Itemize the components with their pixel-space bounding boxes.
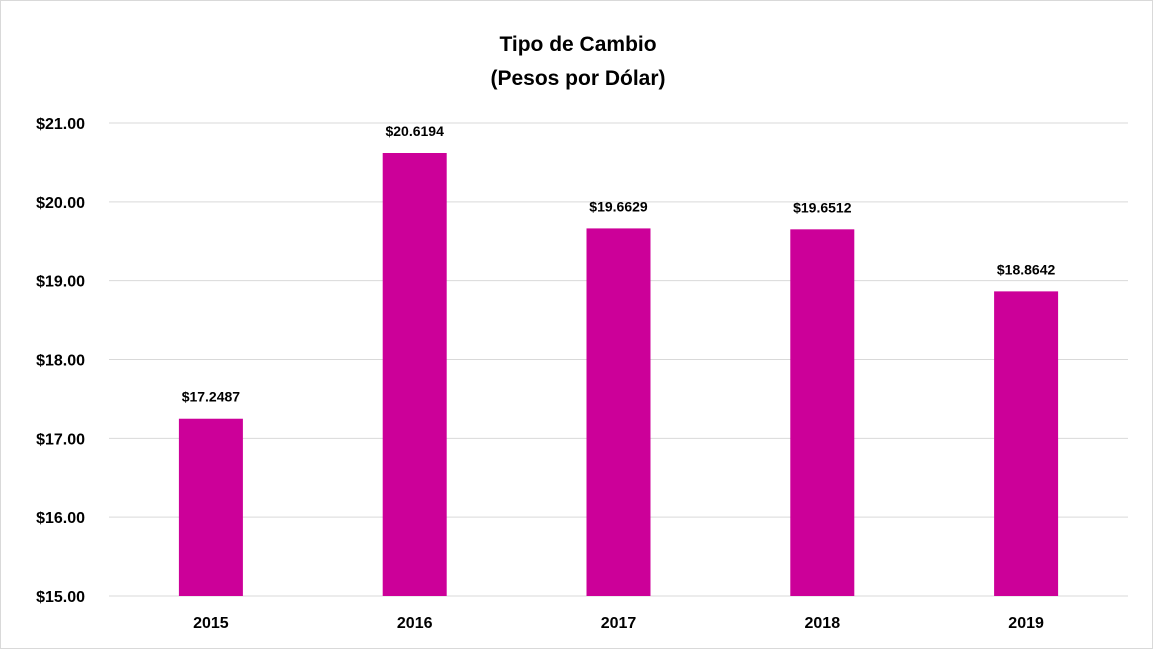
data-label: $19.6512 <box>793 199 852 215</box>
bars <box>178 153 1059 597</box>
bar-2016 <box>382 153 447 596</box>
y-axis-ticks: $15.00 $16.00 $17.00 $18.00 $19.00 $20.00 $21.… <box>36 116 85 606</box>
y-tick-label: $18.00 <box>36 353 85 370</box>
data-label: $20.6194 <box>385 123 444 139</box>
y-tick-label: $20.00 <box>36 195 85 212</box>
y-tick-label: $19.00 <box>36 274 85 291</box>
x-tick-label: 2017 <box>601 615 637 632</box>
x-tick-label: 2015 <box>193 615 229 632</box>
y-tick-label: $21.00 <box>36 116 85 133</box>
y-tick-label: $16.00 <box>36 510 85 527</box>
data-labels: $17.2487 $20.6194 $19.6629 $19.6512 $18.8642 <box>182 123 1056 405</box>
bar-2017 <box>586 228 651 596</box>
chart-subtitle: (Pesos por Dólar) <box>490 67 665 90</box>
y-tick-label: $15.00 <box>36 589 85 606</box>
x-tick-label: 2016 <box>397 615 433 632</box>
bar-2015 <box>178 418 243 596</box>
bar-2019 <box>994 291 1059 596</box>
chart-title: Tipo de Cambio <box>499 33 656 56</box>
x-tick-label: 2019 <box>1008 615 1044 632</box>
data-label: $19.6629 <box>589 198 648 214</box>
x-axis-ticks: 2015 2016 2017 2018 2019 <box>193 615 1044 632</box>
bar-2018 <box>790 229 855 597</box>
data-label: $17.2487 <box>182 389 241 405</box>
y-tick-label: $17.00 <box>36 431 85 448</box>
data-label: $18.8642 <box>997 261 1056 277</box>
x-tick-label: 2018 <box>805 615 841 632</box>
